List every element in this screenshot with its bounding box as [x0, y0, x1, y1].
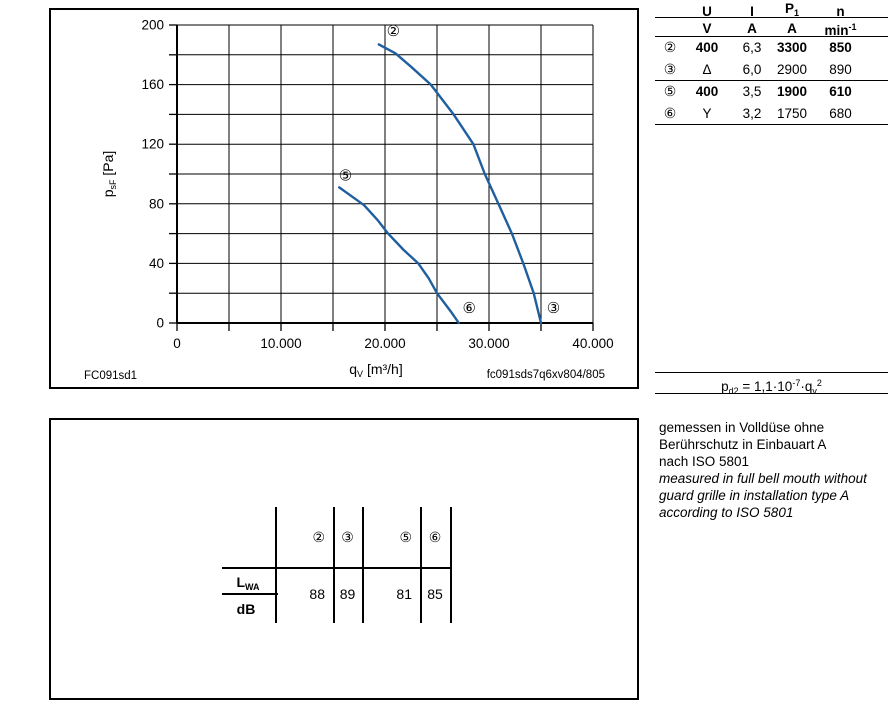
sound-col-5: ⑤: [399, 529, 412, 545]
table-row: ⑤ 400 3,5 1900 610: [655, 80, 888, 103]
svg-text:40.000: 40.000: [572, 336, 613, 351]
svg-text:⑤: ⑤: [339, 167, 352, 184]
svg-text:②: ②: [387, 23, 400, 40]
row-id-5: ⑤: [663, 83, 677, 99]
sound-value-3: 89: [339, 586, 356, 602]
dynamic-pressure-formula: pd2 = 1,1·10-7·qv2: [655, 372, 888, 396]
note-de-line1: gemessen in Volldüse ohne: [659, 420, 825, 435]
svg-text:80: 80: [149, 196, 164, 211]
svg-text:40: 40: [149, 256, 164, 271]
table-line: [420, 507, 422, 623]
row-id-2: ②: [663, 39, 677, 55]
table-line: [450, 507, 452, 623]
measurement-notes: gemessen in Volldüse ohne Berührschutz i…: [659, 420, 867, 521]
table-line: [275, 507, 277, 623]
performance-chart-svg: 0 40 80 120 160 200 0 10.000 20.000 30.000 40.000 ②…: [141, 18, 613, 352]
table-bottom-rule: [655, 124, 888, 125]
note-de-line2: Berührschutz in Einbauart A: [659, 436, 827, 452]
unit-speed: min-1: [824, 22, 857, 38]
table-line: [222, 567, 451, 569]
chart-code-right: fc091sds7q6xv804/805: [486, 369, 605, 381]
svg-text:③: ③: [547, 300, 560, 317]
sound-value-6: 85: [427, 586, 443, 602]
svg-text:0: 0: [156, 316, 164, 331]
note-en-line1: measured in full bell mouth without: [659, 470, 867, 486]
unit-voltage: V: [702, 21, 712, 36]
table-row: ③ Δ 6,0 2900 890: [655, 59, 888, 81]
svg-text:⑥: ⑥: [463, 300, 476, 317]
col-header-voltage: U: [702, 3, 712, 19]
note-de-line3: nach ISO 5801: [659, 453, 750, 469]
sound-value-2: 88: [309, 586, 325, 602]
col-header-speed: n: [836, 3, 845, 19]
unit-current: A: [747, 21, 757, 36]
electrical-table-header: U I P1 n: [655, 0, 888, 19]
sound-col-3: ③: [341, 529, 354, 545]
row-id-3: ③: [663, 60, 677, 77]
row-id-6: ⑥: [663, 104, 677, 121]
sound-level-unit: dB: [236, 601, 256, 617]
electrical-data-table: U I P1 n V A A min-1 ② 400 6,3 3300 850 …: [655, 0, 888, 125]
performance-chart-box: 0 40 80 120 160 200 0 10.000 20.000 30.000 40.000 ②…: [49, 8, 639, 389]
svg-text:160: 160: [141, 77, 164, 92]
table-line: [362, 507, 364, 623]
table-line: [333, 507, 335, 623]
chart-code-left: FC091sd1: [84, 370, 138, 382]
table-row: ② 400 6,3 3300 850: [655, 36, 888, 59]
sound-level-box: LWA dB ② ③ ⑤ ⑥ 88 89 81 85: [49, 418, 639, 700]
electrical-table-units: V A A min-1: [655, 17, 888, 38]
svg-text:200: 200: [141, 18, 164, 33]
y-axis-label: psF [Pa]: [100, 150, 118, 198]
svg-text:120: 120: [141, 137, 164, 152]
note-en-line3: according to ISO 5801: [659, 504, 794, 520]
unit-power: A: [787, 21, 797, 36]
col-header-power: P1: [784, 1, 800, 18]
sound-value-5: 81: [396, 586, 412, 602]
note-en-line2: guard grille in installation type A: [659, 487, 850, 503]
svg-text:30.000: 30.000: [468, 336, 509, 351]
svg-text:10.000: 10.000: [260, 336, 301, 351]
sound-col-2: ②: [312, 529, 325, 545]
table-row: ⑥ Y 3,2 1750 680: [655, 103, 888, 125]
col-header-current: I: [750, 3, 754, 19]
x-axis-label: qV [m³/h]: [349, 361, 403, 379]
svg-text:20.000: 20.000: [364, 336, 405, 351]
svg-text:0: 0: [173, 336, 181, 351]
sound-level-label: LWA: [236, 574, 260, 592]
sound-col-6: ⑥: [428, 529, 442, 545]
table-line: [222, 593, 278, 595]
